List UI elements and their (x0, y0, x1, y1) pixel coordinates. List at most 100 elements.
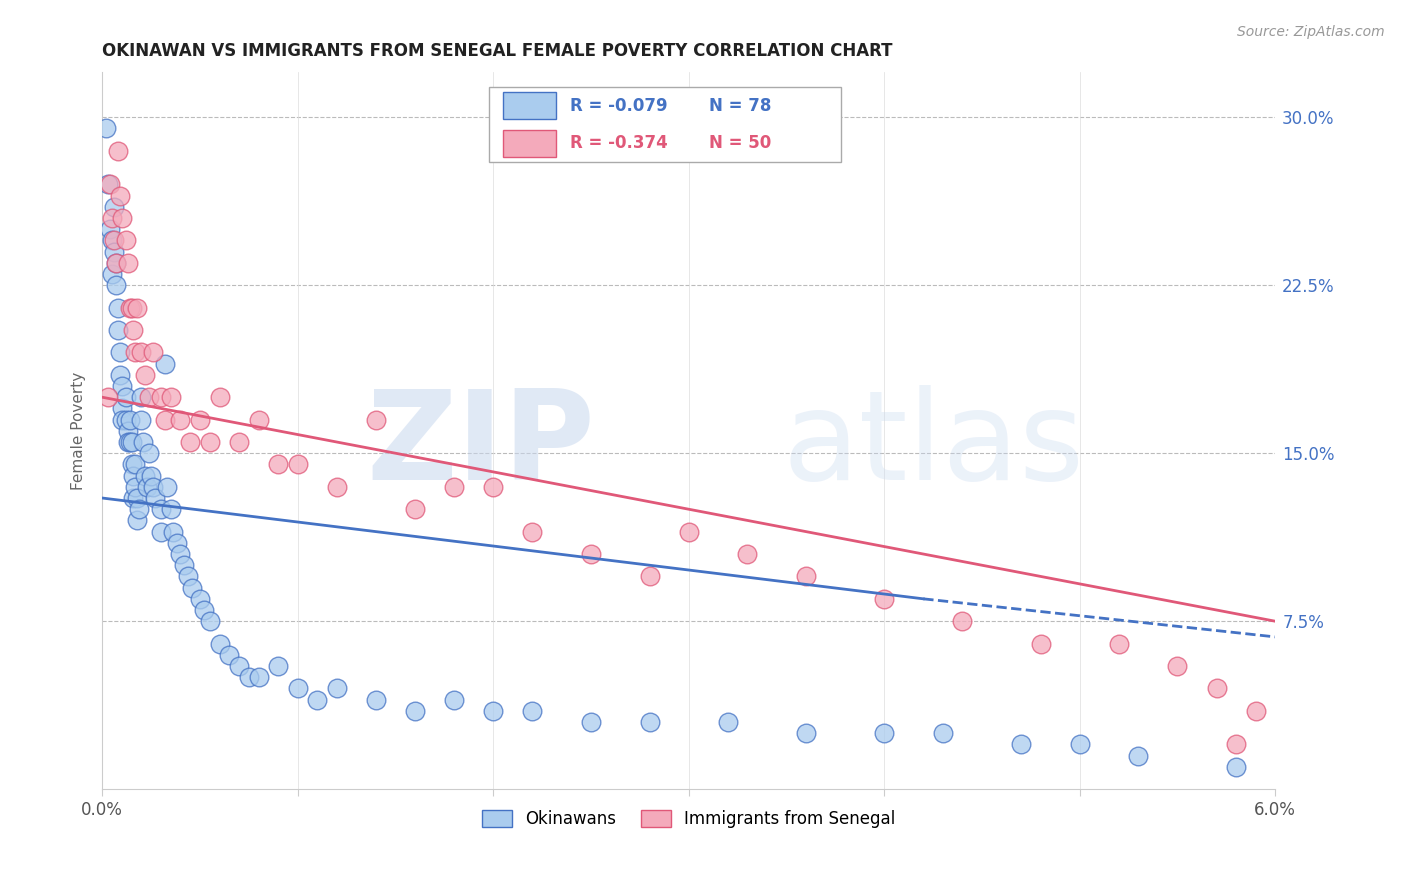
Point (104, 278, 127, 293)
Point (181, 581, 204, 595)
Point (117, 424, 139, 438)
Point (482, 480, 505, 494)
Point (364, 692, 387, 706)
Point (522, 704, 544, 718)
Point (153, 357, 176, 371)
Point (131, 345, 153, 359)
Point (1108, 637, 1130, 651)
Point (111, 211, 134, 225)
Point (107, 323, 129, 337)
Point (218, 648, 240, 662)
Point (228, 659, 250, 673)
Point (103, 200, 125, 214)
Point (143, 491, 166, 505)
Point (1205, 681, 1227, 696)
Point (166, 536, 188, 550)
Point (267, 659, 290, 673)
Point (108, 368, 131, 382)
Point (208, 637, 231, 651)
Point (122, 491, 145, 505)
Point (111, 379, 134, 393)
Point (142, 480, 165, 494)
Point (1244, 704, 1267, 718)
Point (108, 345, 131, 359)
Point (326, 681, 349, 696)
Text: atlas: atlas (783, 384, 1084, 506)
Point (208, 390, 231, 404)
Point (149, 502, 172, 516)
Point (404, 704, 426, 718)
Point (101, 267, 124, 281)
Point (132, 435, 155, 450)
Point (104, 256, 127, 270)
Point (134, 368, 156, 382)
Point (1166, 659, 1188, 673)
Point (238, 670, 260, 684)
Point (149, 524, 172, 539)
Point (124, 345, 146, 359)
Point (156, 480, 179, 494)
Point (107, 144, 129, 158)
FancyBboxPatch shape (503, 129, 557, 157)
Point (482, 704, 505, 718)
Point (198, 614, 221, 628)
Point (737, 547, 759, 561)
Point (127, 301, 149, 315)
Point (1225, 760, 1247, 774)
Point (932, 726, 955, 740)
Point (108, 188, 131, 202)
Point (107, 301, 129, 315)
Point (364, 412, 387, 426)
Point (678, 524, 700, 539)
Point (127, 513, 149, 527)
Point (228, 435, 250, 450)
Point (873, 726, 896, 740)
Point (794, 726, 817, 740)
Point (287, 458, 309, 472)
Point (124, 480, 146, 494)
Point (131, 412, 153, 426)
Point (111, 412, 134, 426)
Point (326, 480, 349, 494)
Point (121, 301, 143, 315)
Point (128, 502, 150, 516)
Point (98, 178, 121, 192)
Point (404, 502, 426, 516)
Point (142, 345, 165, 359)
Point (114, 412, 136, 426)
Point (131, 390, 153, 404)
Point (522, 524, 544, 539)
Point (179, 435, 201, 450)
Point (162, 524, 184, 539)
Point (638, 569, 661, 583)
Point (267, 458, 290, 472)
Point (117, 435, 139, 450)
Point (717, 714, 740, 729)
Point (117, 256, 139, 270)
Point (122, 468, 145, 483)
Point (169, 547, 191, 561)
Text: ZIP: ZIP (366, 384, 595, 506)
Point (122, 323, 145, 337)
Point (121, 458, 143, 472)
Point (97, 390, 120, 404)
Point (118, 301, 141, 315)
Point (247, 670, 270, 684)
Point (103, 234, 125, 248)
Point (98, 222, 121, 236)
Point (97, 178, 120, 192)
Point (579, 714, 602, 729)
Point (103, 244, 125, 259)
Point (121, 435, 143, 450)
Point (188, 591, 211, 606)
Text: Source: ZipAtlas.com: Source: ZipAtlas.com (1237, 25, 1385, 39)
Point (1128, 748, 1150, 763)
Point (1010, 738, 1032, 752)
Point (134, 468, 156, 483)
Point (169, 412, 191, 426)
Point (118, 412, 141, 426)
Point (159, 502, 181, 516)
Point (114, 390, 136, 404)
Point (139, 468, 162, 483)
Point (101, 234, 124, 248)
